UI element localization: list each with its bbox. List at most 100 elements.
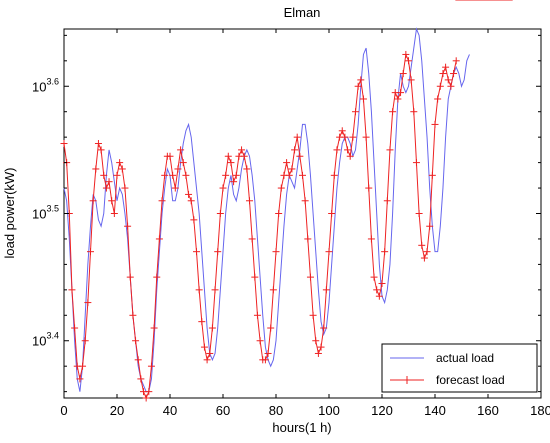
x-tick-label: 160 bbox=[477, 403, 499, 418]
forecast-point bbox=[227, 159, 235, 167]
forecast-point bbox=[450, 70, 458, 78]
forecast-point bbox=[354, 82, 362, 90]
forecast-point bbox=[394, 95, 402, 103]
forecast-point bbox=[389, 108, 397, 116]
forecast-point bbox=[264, 349, 272, 357]
forecast-point bbox=[434, 95, 442, 103]
forecast-point bbox=[113, 171, 121, 179]
forecast-point bbox=[193, 248, 200, 256]
forecast-point bbox=[190, 216, 198, 224]
forecast-point bbox=[344, 146, 352, 154]
forecast-point bbox=[285, 171, 293, 179]
ticks-layer bbox=[63, 29, 542, 398]
forecast-point bbox=[407, 76, 415, 84]
forecast-point bbox=[150, 324, 158, 332]
forecast-point bbox=[203, 356, 211, 364]
forecast-point bbox=[314, 349, 322, 357]
forecast-point bbox=[436, 82, 444, 90]
forecast-point bbox=[185, 190, 193, 198]
forecast-point bbox=[367, 235, 375, 243]
forecast-point bbox=[232, 171, 240, 179]
forecast-point bbox=[383, 197, 391, 205]
forecast-point bbox=[352, 108, 359, 116]
x-tick-label: 120 bbox=[371, 403, 393, 418]
forecast-point bbox=[333, 146, 341, 154]
forecast-point bbox=[447, 82, 455, 90]
forecast-point bbox=[362, 133, 370, 141]
forecast-point bbox=[301, 197, 309, 205]
forecast-point bbox=[60, 140, 68, 148]
forecast-point bbox=[222, 171, 230, 179]
x-tick-labels: 0 20 40 60 80 100 120 140 160 180 bbox=[60, 403, 550, 418]
forecast-point bbox=[94, 140, 102, 148]
forecast-point bbox=[328, 210, 336, 217]
forecast-point bbox=[261, 356, 269, 364]
forecast-point bbox=[410, 108, 418, 116]
x-axis-label: hours(1 h) bbox=[272, 420, 331, 435]
forecast-point bbox=[291, 146, 299, 154]
forecast-point bbox=[357, 76, 365, 84]
forecast-point bbox=[246, 197, 253, 205]
forecast-point bbox=[381, 248, 389, 256]
forecast-point bbox=[420, 254, 428, 262]
forecast-point bbox=[219, 184, 227, 192]
forecast-point bbox=[124, 222, 132, 230]
forecast-point bbox=[359, 95, 367, 103]
legend: actual load forecast load bbox=[381, 343, 538, 393]
forecast-point bbox=[198, 318, 206, 326]
forecast-point bbox=[68, 286, 76, 294]
forecast-point bbox=[330, 171, 338, 179]
forecast-point bbox=[171, 184, 179, 192]
forecast-point bbox=[137, 375, 145, 383]
forecast-point bbox=[145, 388, 153, 396]
forecast-point bbox=[256, 337, 264, 345]
forecast-point bbox=[79, 362, 87, 370]
legend-marker-forecast-load bbox=[403, 376, 411, 384]
forecast-point bbox=[153, 273, 161, 281]
forecast-point bbox=[370, 273, 378, 281]
forecast-point bbox=[92, 165, 100, 173]
forecast-point bbox=[346, 152, 354, 160]
forecast-point bbox=[397, 89, 405, 97]
forecast-point bbox=[97, 146, 105, 154]
forecast-point bbox=[304, 235, 312, 243]
forecast-point bbox=[132, 337, 140, 345]
forecast-point bbox=[187, 197, 195, 205]
forecast-point bbox=[412, 159, 420, 167]
forecast-point bbox=[129, 311, 137, 319]
forecast-point bbox=[240, 152, 248, 160]
legend-label-forecast-load: forecast load bbox=[436, 373, 505, 387]
legend-box bbox=[381, 343, 538, 393]
forecast-point bbox=[166, 152, 174, 160]
y-tick-labels: 103.4 103.5 103.6 bbox=[32, 76, 59, 348]
legend-label-actual-load: actual load bbox=[436, 351, 494, 365]
x-tick-label: 40 bbox=[163, 403, 177, 418]
plot-area bbox=[60, 0, 542, 402]
forecast-point bbox=[174, 165, 182, 173]
forecast-point bbox=[253, 311, 261, 319]
forecast-point bbox=[182, 171, 190, 179]
forecast-point bbox=[386, 146, 394, 154]
forecast-point bbox=[84, 299, 92, 307]
forecast-point bbox=[147, 362, 155, 370]
forecast-point bbox=[155, 235, 163, 243]
forecast-point bbox=[423, 248, 431, 256]
forecast-point bbox=[243, 165, 251, 173]
forecast-point bbox=[452, 57, 460, 65]
forecast-point bbox=[214, 248, 222, 256]
forecast-point bbox=[81, 337, 89, 345]
forecast-point bbox=[317, 343, 325, 351]
forecast-point bbox=[230, 178, 238, 186]
y-tick-label: 103.5 bbox=[32, 204, 59, 222]
forecast-point bbox=[108, 197, 116, 205]
forecast-point bbox=[177, 146, 185, 154]
forecast-point bbox=[179, 159, 187, 167]
forecast-point bbox=[322, 286, 330, 294]
y-tick-label: 103.6 bbox=[32, 76, 59, 94]
forecast-point bbox=[442, 63, 450, 71]
forecast-point bbox=[405, 57, 412, 65]
forecast-point bbox=[277, 184, 285, 192]
forecast-point bbox=[100, 171, 108, 179]
x-tick-label: 80 bbox=[269, 403, 283, 418]
x-tick-label: 180 bbox=[530, 403, 550, 418]
